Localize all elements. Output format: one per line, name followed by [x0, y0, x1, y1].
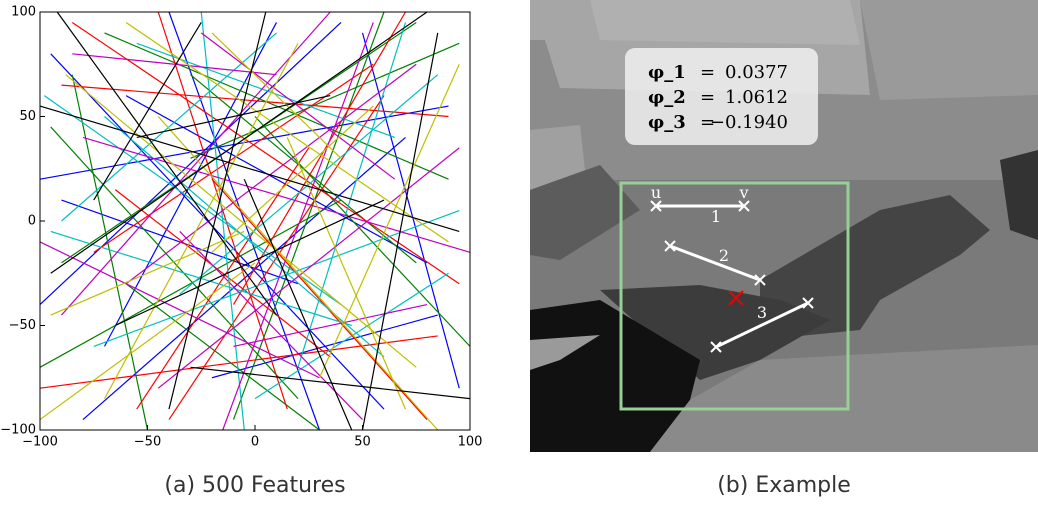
feature-segment [191, 367, 471, 398]
x-tick-label: 0 [251, 435, 259, 450]
figure: φ_1=0.0377φ_2=1.0612φ_3=−0.1940 u v 1 2 … [0, 0, 1038, 507]
param-value: −0.1940 [710, 112, 788, 133]
feature-segment [298, 22, 406, 367]
x-tick-label: −50 [134, 435, 161, 450]
feature-segment [126, 22, 449, 241]
param-value: 1.0612 [725, 87, 788, 108]
point-label: u [651, 183, 661, 202]
x-tick-label: 50 [354, 435, 371, 450]
feature-segment [191, 43, 460, 158]
feature-segment [40, 22, 341, 304]
feature-segment [72, 22, 459, 283]
feature-segment [72, 75, 147, 430]
y-tick-label: 0 [28, 214, 36, 229]
param-name: φ_2 [648, 87, 686, 108]
x-tick-label: 100 [458, 435, 483, 450]
param-eq: = [700, 87, 715, 108]
feature-segment [244, 179, 352, 430]
feature-segment [83, 137, 470, 252]
caption: (a) 500 Features [164, 473, 345, 498]
feature-segment [40, 263, 255, 420]
feature-segment [363, 33, 438, 430]
feature-label: 1 [711, 207, 721, 226]
param-value: 0.0377 [725, 62, 788, 83]
feature-segment [105, 33, 449, 179]
feature-segment [169, 12, 266, 409]
feature-segment [212, 106, 373, 252]
param-name: φ_3 [648, 112, 686, 133]
y-tick-label: 50 [19, 109, 36, 124]
y-tick-label: −50 [9, 318, 36, 333]
feature-segment [255, 117, 470, 347]
feature-label: 3 [757, 303, 767, 322]
feature-segment [51, 127, 298, 399]
caption: (b) Example [717, 473, 851, 498]
feature-segment [51, 231, 245, 315]
param-eq: = [700, 62, 715, 83]
feature-segment [40, 242, 320, 378]
feature-segment [40, 106, 459, 231]
y-tick-label: 100 [11, 5, 36, 20]
param-name: φ_1 [648, 62, 686, 83]
point-label: v [738, 183, 748, 202]
feature-label: 2 [719, 246, 729, 265]
feature-segment [126, 64, 416, 283]
feature-segment [57, 12, 276, 315]
feature-segment [62, 33, 277, 221]
feature-segment [40, 200, 341, 367]
y-tick-label: −100 [0, 423, 36, 438]
